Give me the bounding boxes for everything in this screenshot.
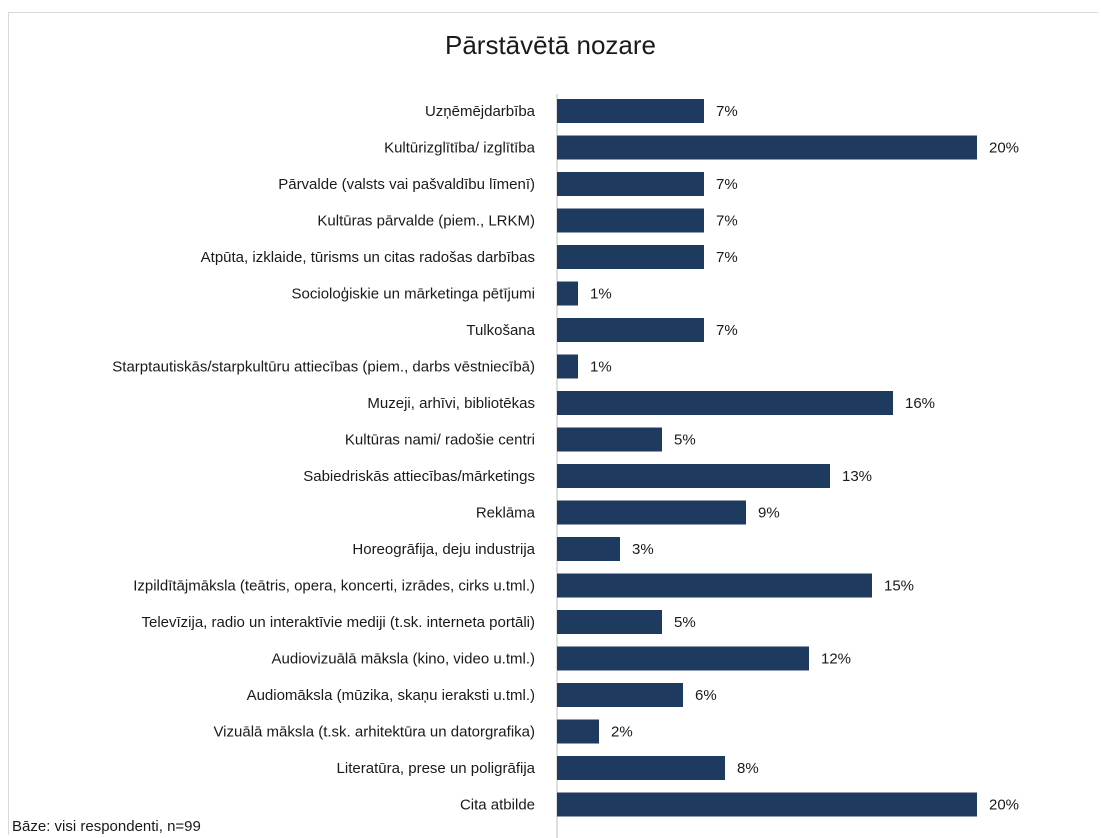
data-label: 2% bbox=[611, 724, 633, 741]
data-label: 7% bbox=[716, 213, 738, 230]
category-label: Muzeji, arhīvi, bibliotēkas bbox=[367, 395, 535, 412]
bar bbox=[557, 573, 872, 598]
category-label: Atpūta, izklaide, tūrisms un citas radoš… bbox=[201, 249, 535, 266]
bar bbox=[557, 281, 578, 306]
bar bbox=[557, 610, 662, 634]
category-label: Kultūrizglītība/ izglītība bbox=[384, 140, 536, 157]
bar bbox=[557, 719, 599, 744]
bar bbox=[557, 172, 704, 196]
category-label: Audiovizuālā māksla (kino, video u.tml.) bbox=[272, 651, 535, 668]
category-label: Horeogrāfija, deju industrija bbox=[352, 541, 535, 558]
chart-frame bbox=[8, 12, 1098, 835]
bar bbox=[557, 756, 725, 780]
data-label: 7% bbox=[716, 176, 738, 193]
category-label: Izpildītājmāksla (teātris, opera, koncer… bbox=[133, 578, 535, 595]
data-label: 12% bbox=[821, 651, 851, 668]
data-label: 5% bbox=[674, 614, 696, 631]
bar bbox=[557, 646, 809, 671]
bar bbox=[557, 135, 977, 160]
bar bbox=[557, 318, 704, 342]
data-label: 8% bbox=[737, 760, 759, 777]
data-label: 5% bbox=[674, 432, 696, 449]
bar bbox=[557, 500, 746, 525]
data-label: 20% bbox=[989, 797, 1019, 814]
data-label: 6% bbox=[695, 687, 717, 704]
data-label: 7% bbox=[716, 103, 738, 120]
category-label: Uzņēmējdarbība bbox=[425, 103, 536, 120]
category-label: Kultūras nami/ radošie centri bbox=[345, 432, 535, 449]
category-label: Audiomāksla (mūzika, skaņu ieraksti u.tm… bbox=[247, 687, 535, 704]
category-label: Reklāma bbox=[476, 505, 536, 522]
data-label: 13% bbox=[842, 468, 872, 485]
data-label: 1% bbox=[590, 359, 612, 376]
category-label: Pārvalde (valsts vai pašvaldību līmenī) bbox=[278, 176, 535, 193]
bar bbox=[557, 354, 578, 379]
bar bbox=[557, 683, 683, 707]
category-label: Starptautiskās/starpkultūru attiecības (… bbox=[112, 359, 535, 376]
bar bbox=[557, 245, 704, 269]
data-label: 3% bbox=[632, 541, 654, 558]
bar bbox=[557, 792, 977, 817]
bar bbox=[557, 99, 704, 123]
data-label: 7% bbox=[716, 249, 738, 266]
category-label: Tulkošana bbox=[466, 322, 535, 339]
bar bbox=[557, 537, 620, 561]
chart-title: Pārstāvētā nozare bbox=[444, 30, 656, 60]
data-label: 9% bbox=[758, 505, 780, 522]
bar bbox=[557, 464, 830, 488]
data-label: 1% bbox=[590, 286, 612, 303]
data-label: 15% bbox=[884, 578, 914, 595]
bar bbox=[557, 427, 662, 452]
bar bbox=[557, 391, 893, 415]
category-label: Sabiedriskās attiecības/mārketings bbox=[303, 468, 535, 485]
category-label: Socioloģiskie un mārketinga pētījumi bbox=[292, 286, 535, 303]
category-label: Cita atbilde bbox=[460, 797, 535, 814]
category-label: Televīzija, radio un interaktīvie mediji… bbox=[141, 614, 535, 631]
data-label: 20% bbox=[989, 140, 1019, 157]
data-label: 7% bbox=[716, 322, 738, 339]
data-label: 16% bbox=[905, 395, 935, 412]
bar bbox=[557, 208, 704, 233]
category-label: Vizuālā māksla (t.sk. arhitektūra un dat… bbox=[213, 724, 535, 741]
category-label: Literatūra, prese un poligrāfija bbox=[337, 760, 536, 777]
base-footnote: Bāze: visi respondenti, n=99 bbox=[12, 818, 201, 835]
category-label: Kultūras pārvalde (piem., LRKM) bbox=[317, 213, 535, 230]
